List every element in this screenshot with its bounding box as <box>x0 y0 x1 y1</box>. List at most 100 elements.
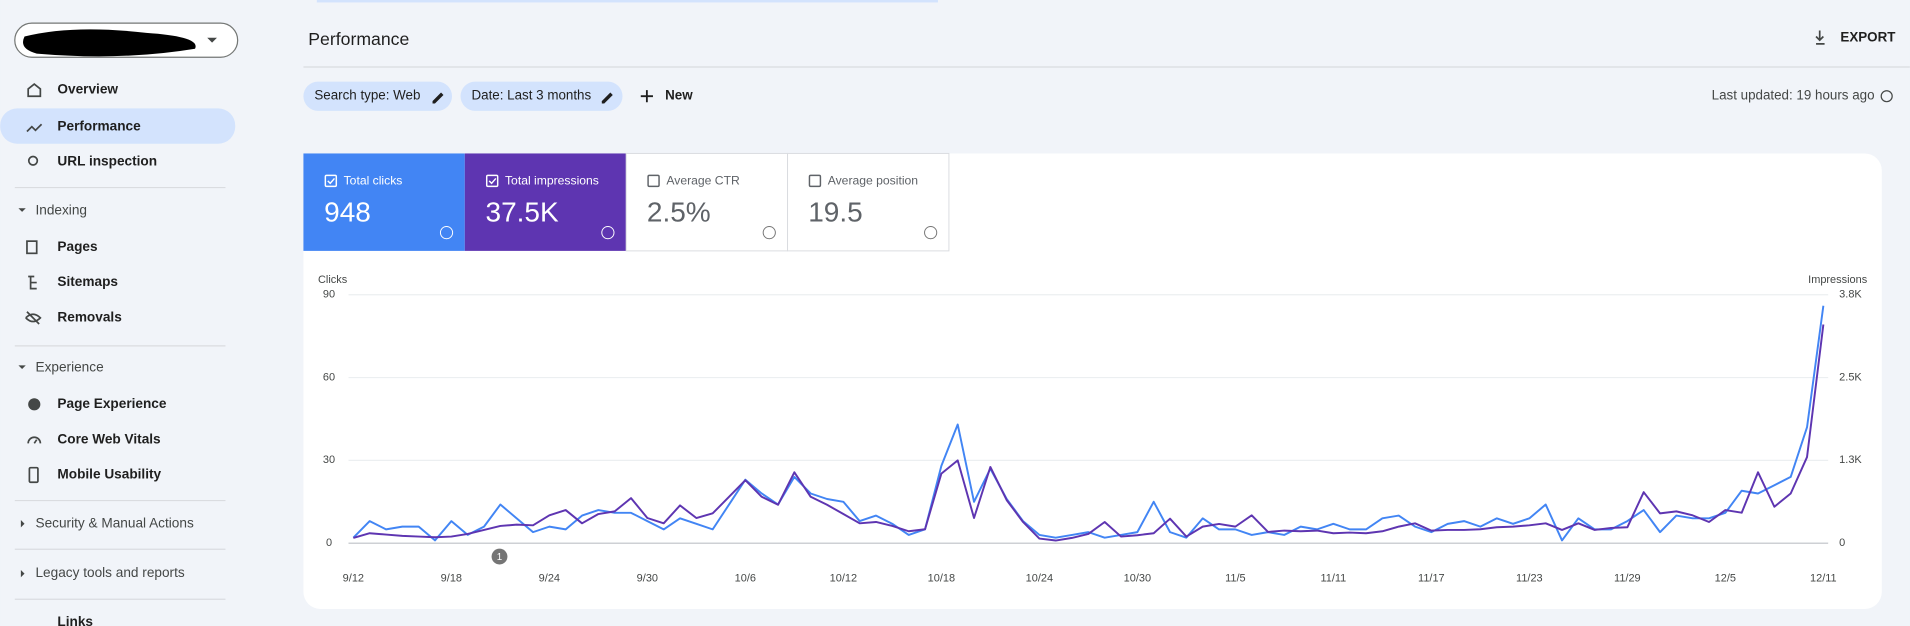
metric-card[interactable]: Total impressions 37.5K <box>464 153 627 251</box>
icon-export[interactable] <box>1815 30 1825 45</box>
filter-chip[interactable] <box>303 81 453 111</box>
metrics: Total clicks 948 Total impressions 37.5K Ave… <box>303 152 950 252</box>
caret <box>18 208 26 212</box>
filter-label[interactable]: Date: Last 3 months <box>471 88 591 103</box>
nav-item[interactable]: Performance <box>57 118 141 133</box>
icon-pages <box>26 240 38 255</box>
icon-trend <box>26 123 43 133</box>
section-title[interactable]: Security & Manual Actions <box>35 515 193 530</box>
y-tick-label: 0 <box>326 537 332 549</box>
checkbox[interactable] <box>485 174 499 188</box>
x-tick-label: 9/12 <box>343 572 364 584</box>
help-icon[interactable] <box>439 226 454 240</box>
metric-card[interactable]: Total clicks 948 <box>303 153 465 251</box>
account-selector[interactable] <box>14 22 239 58</box>
filter-label[interactable]: Search type: Web <box>314 88 420 103</box>
checkbox[interactable] <box>324 174 338 188</box>
metric-label: Total clicks <box>344 174 403 188</box>
nav-item[interactable]: Page Experience <box>57 396 166 411</box>
x-tick-label: 10/12 <box>830 572 857 584</box>
icon-sitemap <box>28 275 37 290</box>
help-icon[interactable] <box>601 226 615 240</box>
x-tick-label: 9/24 <box>539 572 560 584</box>
icon-mobile <box>28 466 39 484</box>
section-title[interactable]: Experience <box>35 359 103 374</box>
help-icon[interactable] <box>762 226 776 240</box>
y-tick-label: 60 <box>323 371 335 383</box>
help-icon[interactable] <box>924 226 938 240</box>
icon-plus[interactable] <box>640 90 653 103</box>
y-tick-label: 30 <box>323 454 335 466</box>
x-tick-label: 10/18 <box>928 572 955 584</box>
x-tick-label: 11/17 <box>1418 572 1445 584</box>
metric-value: 37.5K <box>486 197 559 228</box>
nav-item[interactable]: Mobile Usability <box>57 467 161 482</box>
x-tick-label: 11/11 <box>1320 572 1346 584</box>
filter-chip[interactable] <box>460 81 623 111</box>
top-bar <box>316 0 938 3</box>
metric-value: 2.5% <box>647 197 711 228</box>
checkmark <box>488 177 497 185</box>
nav-active <box>0 108 236 144</box>
nav-item[interactable]: Core Web Vitals <box>57 431 161 446</box>
annotation-marker[interactable] <box>491 548 508 565</box>
new-button[interactable]: New <box>665 88 693 103</box>
chart-card <box>303 153 1882 609</box>
x-tick-label: 12/11 <box>1810 572 1837 584</box>
icon-edit <box>432 92 444 104</box>
y-axis-label: Clicks <box>318 274 348 286</box>
metric-bg[interactable] <box>787 152 950 252</box>
annotation-label[interactable]: 1 <box>497 552 502 563</box>
x-tick-label: 10/6 <box>735 572 756 584</box>
checkbox[interactable] <box>647 174 660 188</box>
checkmark <box>327 177 336 185</box>
last-updated: Last updated: 19 hours ago <box>1712 88 1875 103</box>
metric-label: Average position <box>828 174 918 188</box>
redaction <box>23 29 196 57</box>
icon-search <box>27 155 39 166</box>
y2-tick-label: 2.5K <box>1839 371 1862 383</box>
caret <box>20 520 25 528</box>
icon-edit <box>601 92 613 104</box>
icon-page-experience <box>28 398 41 411</box>
metric-card[interactable]: Average CTR 2.5% <box>625 152 789 252</box>
y2-tick-label: 1.3K <box>1839 454 1862 466</box>
x-tick-label: 9/18 <box>441 572 462 584</box>
icon-help[interactable] <box>1880 90 1893 103</box>
nav-item[interactable]: Links <box>57 614 93 626</box>
page-title: Performance <box>308 29 409 49</box>
y2-tick-label: 0 <box>1839 537 1845 549</box>
section-title[interactable]: Legacy tools and reports <box>35 565 184 580</box>
section-title[interactable]: Indexing <box>35 202 87 217</box>
icon-removals <box>25 311 42 325</box>
checkbox[interactable] <box>808 174 822 188</box>
x-tick-label: 12/5 <box>1715 572 1736 584</box>
metric-bg[interactable] <box>625 152 789 252</box>
annotation[interactable]: 1 <box>491 548 508 565</box>
nav-item[interactable]: Sitemaps <box>57 274 118 289</box>
metric-bg[interactable] <box>464 153 627 251</box>
nav-item[interactable]: Removals <box>57 309 122 324</box>
caret <box>20 569 25 578</box>
export-button[interactable]: EXPORT <box>1840 29 1896 44</box>
y2-axis-label: Impressions <box>1808 274 1868 286</box>
nav-item[interactable]: Overview <box>57 82 118 97</box>
caret <box>207 37 217 43</box>
x-tick-label: 9/30 <box>637 572 658 584</box>
nav-item[interactable]: Pages <box>57 239 98 254</box>
icon-home <box>27 82 42 98</box>
metric-value: 19.5 <box>808 197 863 228</box>
nav-item[interactable]: URL inspection <box>57 154 157 169</box>
caret <box>18 365 26 370</box>
metric-label: Total impressions <box>505 174 599 188</box>
x-tick-label: 11/5 <box>1225 572 1246 584</box>
x-tick-label: 10/24 <box>1026 572 1053 584</box>
y2-tick-label: 3.8K <box>1839 289 1862 301</box>
metric-card[interactable]: Average position 19.5 <box>787 152 950 252</box>
x-tick-label: 10/30 <box>1124 572 1151 584</box>
y-tick-label: 90 <box>323 289 335 301</box>
series-line <box>352 305 1825 542</box>
x-tick-label: 11/23 <box>1516 572 1543 584</box>
metric-bg[interactable] <box>303 153 465 251</box>
